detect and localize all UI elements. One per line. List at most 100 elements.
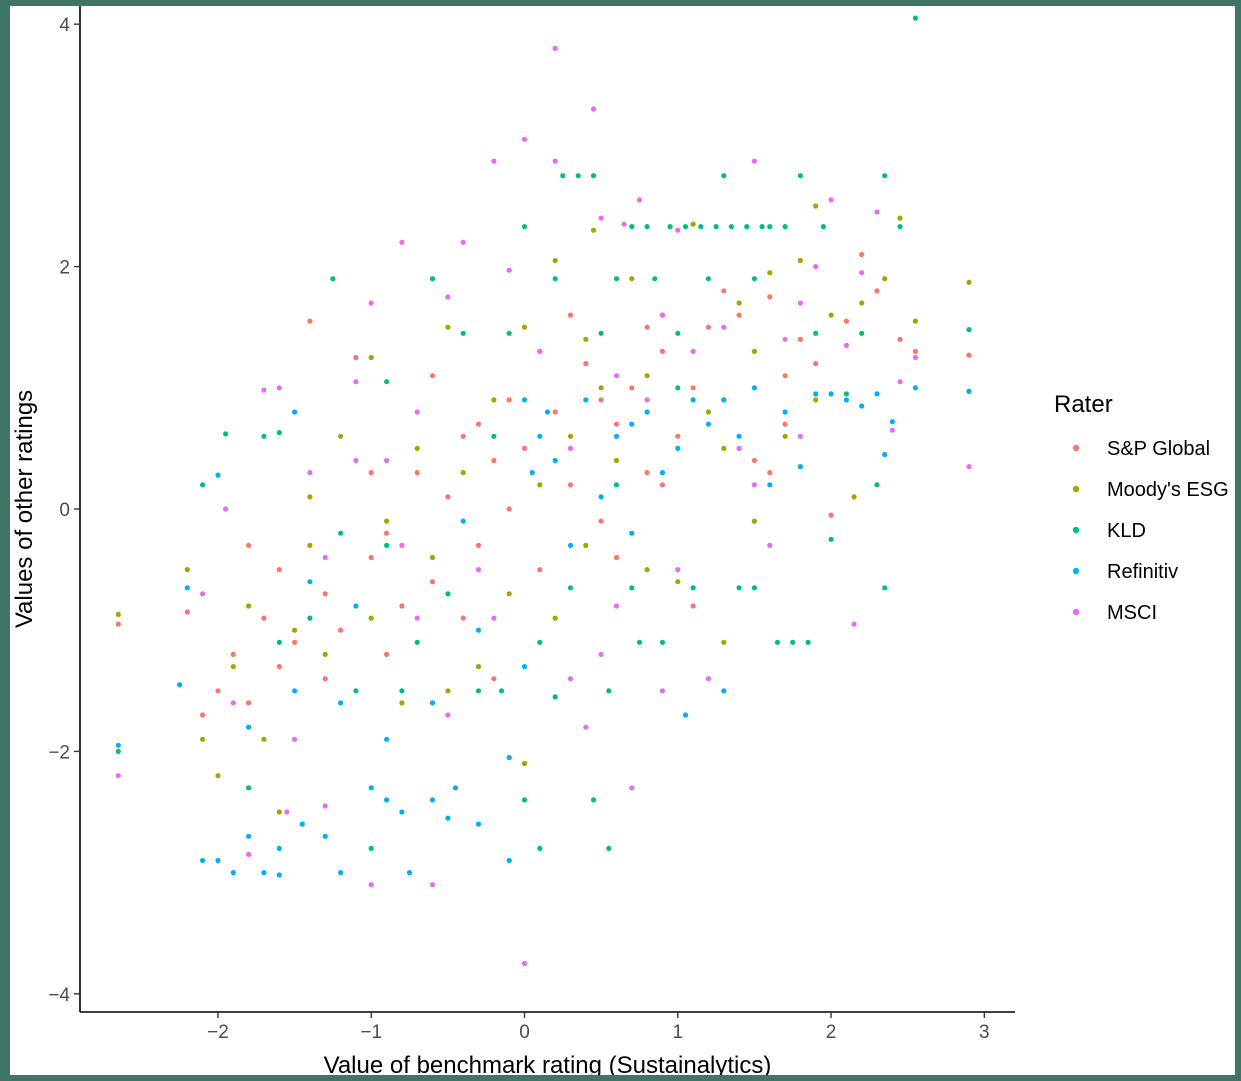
- point-series-1-19: [475, 664, 482, 670]
- point-series-4-13: [399, 239, 405, 245]
- point-series-3-41: [736, 433, 742, 439]
- point-series-0-32: [659, 348, 666, 354]
- point-series-2-40: [682, 224, 689, 230]
- point-series-0-29: [613, 421, 620, 427]
- point-series-2-1: [200, 482, 206, 488]
- point-series-0-52: [384, 651, 390, 658]
- point-series-0-6: [261, 615, 267, 621]
- point-series-0-8: [292, 639, 298, 645]
- point-series-3-37: [682, 712, 689, 718]
- point-series-4-12: [384, 457, 390, 464]
- point-series-2-37: [659, 639, 666, 645]
- point-series-3-27: [537, 433, 543, 439]
- point-series-2-7: [330, 276, 336, 282]
- point-series-0-19: [460, 433, 466, 439]
- point-series-4-66: [797, 300, 804, 306]
- point-series-0-3: [215, 688, 221, 694]
- point-series-4-67: [353, 457, 359, 464]
- point-series-2-28: [590, 797, 597, 803]
- point-series-2-36: [652, 276, 658, 282]
- point-series-1-5: [246, 603, 252, 609]
- point-series-0-20: [475, 542, 482, 549]
- point-series-0-33: [675, 433, 681, 439]
- point-series-3-60: [475, 627, 482, 633]
- point-series-4-55: [230, 700, 236, 706]
- point-series-3-49: [859, 403, 865, 409]
- point-series-3-20: [445, 815, 451, 821]
- point-series-1-46: [859, 300, 865, 306]
- point-series-1-42: [797, 257, 804, 264]
- point-series-3-67: [307, 579, 313, 585]
- point-series-2-54: [790, 639, 796, 645]
- point-series-4-47: [843, 342, 850, 348]
- point-series-1-54: [445, 688, 451, 694]
- point-series-1-21: [506, 591, 512, 597]
- point-series-4-37: [690, 348, 696, 354]
- point-series-3-44: [782, 409, 788, 415]
- point-series-3-45: [797, 464, 804, 470]
- point-series-2-24: [552, 694, 558, 700]
- point-series-0-44: [843, 318, 850, 324]
- point-series-1-39: [751, 348, 758, 354]
- point-series-4-5: [276, 385, 282, 391]
- point-series-4-25: [552, 158, 558, 164]
- point-series-2-55: [797, 173, 804, 179]
- point-series-4-44: [797, 433, 804, 439]
- point-series-1-44: [828, 312, 834, 318]
- point-series-0-24: [537, 567, 543, 573]
- point-series-4-20: [506, 267, 512, 273]
- point-series-2-57: [813, 330, 819, 336]
- point-series-2-20: [521, 797, 528, 803]
- point-series-0-7: [276, 664, 282, 670]
- point-series-2-61: [859, 330, 865, 336]
- point-series-1-3: [215, 773, 221, 779]
- y-tick-label: −2: [48, 742, 70, 763]
- axes-layer: −2 −1 0 1 2 3 −4 −2 0 2 4: [48, 6, 1015, 1043]
- point-series-1-55: [644, 373, 650, 379]
- point-series-2-23: [552, 276, 558, 282]
- point-series-2-30: [598, 330, 604, 336]
- point-series-4-22: [521, 960, 528, 967]
- point-series-3-39: [705, 421, 712, 427]
- point-series-2-13: [445, 591, 451, 597]
- point-series-0-1: [184, 609, 190, 615]
- point-series-3-43: [767, 482, 773, 488]
- point-series-0-46: [874, 288, 880, 294]
- point-series-0-55: [598, 397, 604, 403]
- point-series-2-42: [698, 224, 704, 230]
- point-series-3-24: [506, 857, 512, 864]
- point-series-0-17: [429, 579, 436, 585]
- point-series-3-14: [338, 870, 344, 876]
- point-series-3-2: [184, 585, 190, 591]
- point-series-2-18: [506, 330, 512, 336]
- legend-key-4: [1072, 608, 1080, 616]
- point-series-2-27: [590, 173, 597, 179]
- point-series-3-10: [276, 872, 282, 878]
- point-series-2-43: [705, 276, 712, 282]
- point-series-1-18: [460, 470, 466, 476]
- point-series-4-59: [567, 445, 574, 451]
- point-series-3-26: [521, 397, 528, 403]
- point-series-0-27: [583, 361, 589, 367]
- point-series-1-24: [537, 482, 543, 488]
- point-series-2-73: [629, 585, 635, 591]
- legend-key-0: [1072, 444, 1080, 452]
- legend-key-2: [1072, 526, 1080, 534]
- legend-label-0: S&P Global: [1107, 438, 1210, 460]
- point-series-1-10: [322, 651, 328, 658]
- point-series-4-65: [675, 567, 681, 573]
- point-series-3-9: [276, 845, 282, 852]
- point-series-3-5: [215, 472, 221, 478]
- legend-title: Rater: [1054, 391, 1113, 418]
- point-series-0-30: [629, 385, 635, 391]
- point-series-0-56: [659, 482, 666, 488]
- point-series-3-58: [384, 736, 390, 742]
- point-series-0-64: [690, 385, 696, 391]
- point-series-2-69: [276, 639, 282, 645]
- point-series-1-35: [690, 221, 696, 227]
- x-tick-label: 2: [826, 1022, 837, 1043]
- point-series-2-44: [713, 224, 719, 230]
- point-series-1-25: [552, 257, 558, 264]
- point-series-1-17: [445, 324, 451, 330]
- point-series-1-11: [338, 433, 344, 439]
